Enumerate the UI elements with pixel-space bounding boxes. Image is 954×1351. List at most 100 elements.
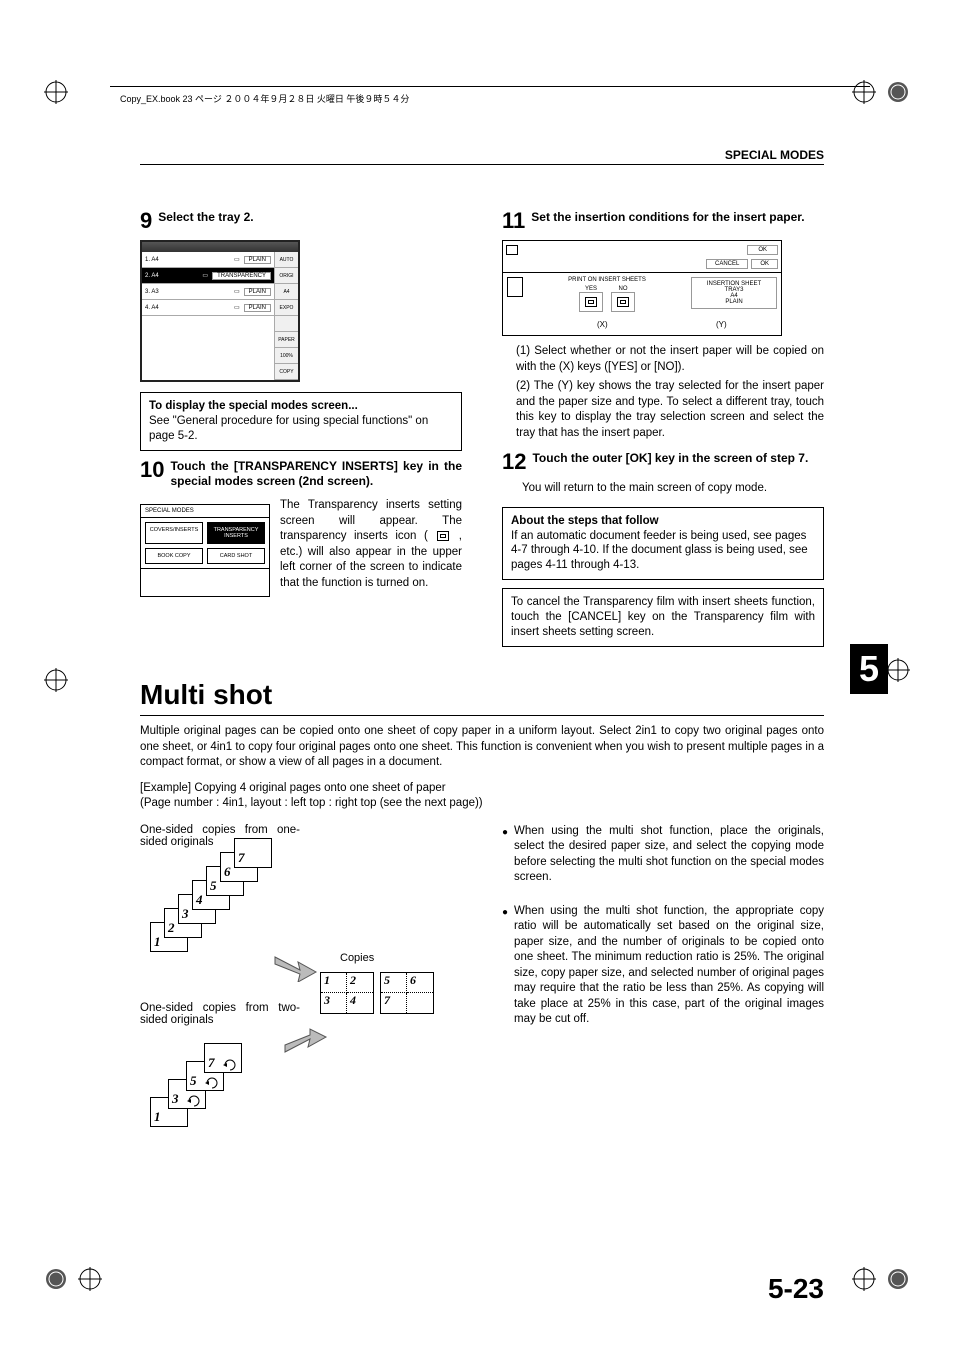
step-10: 10 Touch the [TRANSPARENCY INSERTS] key … [140,459,462,490]
sm-header: SPECIAL MODES [141,505,269,518]
special-mode-button[interactable]: TRANSPARENCY INSERTS [207,522,265,544]
inner-ok-button[interactable]: OK [751,259,778,269]
tray-row[interactable]: 4. A4▭PLAIN [142,300,274,316]
original-sheet: 7 [204,1043,242,1073]
tray-side-panel: AUTOORIGIA4EXPO PAPER100%COPY [274,252,298,380]
step-11-list-item: (2) The (Y) key shows the tray selected … [516,379,824,441]
output-quad-1: 1234 [320,972,374,1014]
special-modes-screen: SPECIAL MODES COVERS/INSERTSTRANSPARENCY… [140,504,270,597]
crop-mark-bl [44,1267,102,1291]
quad-cell: 3 [321,993,347,1013]
section-header: SPECIAL MODES [725,148,824,162]
quad-cell: 2 [347,973,373,993]
multishot-bullet: When using the multi shot function, plac… [502,824,824,886]
inserts-icon [437,531,449,541]
step-num-9: 9 [140,210,152,232]
step-text-9: Select the tray 2. [158,210,462,226]
tray-screen-titlebar [142,242,298,252]
crop-mark-tl [44,80,68,104]
special-mode-button[interactable]: BOOK COPY [145,548,203,564]
multishot-diagram: One-sided copies from one-sided original… [140,824,462,1172]
step-12: 12 Touch the outer [OK] key in the scree… [502,451,824,473]
sm-button-grid: COVERS/INSERTSTRANSPARENCY INSERTSBOOK C… [141,518,269,568]
multishot-example-1: [Example] Copying 4 original pages onto … [140,781,824,797]
arrow-icon [270,952,320,982]
crop-mark-ml [44,668,68,692]
crop-header-text: Copy_EX.book 23 ページ ２００４年９月２８日 火曜日 午後９時５… [120,92,409,105]
multishot-intro: Multiple original pages can be copied on… [140,724,824,771]
y-label: (Y) [682,320,761,329]
tray-list: 1. A4▭PLAIN2. A4▭TRANSPARENCY3. A3▭PLAIN… [142,252,274,380]
quad-cell: 6 [407,973,433,993]
copies-label: Copies [340,952,374,964]
print-on-insert-label: PRINT ON INSERT SHEETS [529,277,685,283]
special-mode-button[interactable]: COVERS/INSERTS [145,522,203,544]
output-quad-2: 567 [380,972,434,1014]
special-mode-button[interactable]: CARD SHOT [207,548,265,564]
right-column: 11 Set the insertion conditions for the … [502,210,824,655]
tray-side-button[interactable] [275,316,298,332]
multishot-underline [140,715,824,716]
page-number: 5-23 [768,1273,824,1305]
quad-cell: 5 [381,973,407,993]
quad-cell [407,993,433,1013]
tray-side-button[interactable]: COPY [275,364,298,380]
multishot-notes: When using the multi shot function, plac… [502,824,824,1172]
header-rule [110,86,870,87]
crop-mark-br [852,1267,910,1291]
note-steps-follow: About the steps that follow If an automa… [502,507,824,581]
x-label: (X) [523,320,682,329]
content-area: 9 Select the tray 2. 1. A4▭PLAIN2. A4▭TR… [140,210,824,1251]
multishot-heading: Multi shot [140,679,824,711]
insert-settings-screen: OK CANCEL OK PRINT ON INSERT SHEETS YES [502,240,782,336]
tray-side-button[interactable]: ORIGI [275,268,298,284]
insertion-sheet-button[interactable]: INSERTION SHEET TRAY3 A4 PLAIN [691,277,777,309]
step-text-11: Set the insertion conditions for the ins… [531,210,824,226]
tray-side-button[interactable]: A4 [275,284,298,300]
note-title: To display the special modes screen... [149,399,453,414]
cancel-button[interactable]: CANCEL [706,259,748,269]
tray-row[interactable]: 2. A4▭TRANSPARENCY [142,268,274,284]
original-sheet: 7 [234,838,272,868]
arrow-icon-2 [280,1027,330,1057]
step-12-body: You will return to the main screen of co… [502,481,824,497]
step-10-body: The Transparency inserts setting screen … [280,498,462,597]
step-text-12: Touch the outer [OK] key in the screen o… [532,451,824,467]
tray-row[interactable]: 3. A3▭PLAIN [142,284,274,300]
cancel-note: To cancel the Transparency film with ins… [502,588,824,647]
outer-ok-button[interactable]: OK [747,245,778,255]
yes-button[interactable] [579,292,603,312]
step-11-list-item: (1) Select whether or not the insert pap… [516,344,824,375]
tray-side-button[interactable]: PAPER [275,332,298,348]
left-column: 9 Select the tray 2. 1. A4▭PLAIN2. A4▭TR… [140,210,462,655]
crop-mark-tr [852,80,910,104]
step-num-12: 12 [502,451,526,473]
section-underline [140,164,824,165]
step-num-11: 11 [502,210,525,232]
tray-side-button[interactable]: 100% [275,348,298,364]
step-11-list: (1) Select whether or not the insert pap… [502,344,824,441]
insert-preview-icon [507,277,523,297]
note2-body: If an automatic document feeder is being… [511,529,815,574]
no-button[interactable] [611,292,635,312]
transparency-icon [506,245,518,255]
tray-side-button[interactable]: EXPO [275,300,298,316]
step-num-10: 10 [140,459,164,481]
tray-selection-screen: 1. A4▭PLAIN2. A4▭TRANSPARENCY3. A3▭PLAIN… [140,240,300,382]
note-body: See "General procedure for using special… [149,414,453,444]
quad-cell: 4 [347,993,373,1013]
step-text-10: Touch the [TRANSPARENCY INSERTS] key in … [170,459,462,490]
sm-screen-footer [141,568,269,576]
diagram-label-1: One-sided copies from one-sided original… [140,824,300,848]
diagram-label-2: One-sided copies from two-sided original… [140,1002,300,1026]
tray-side-button[interactable]: AUTO [275,252,298,268]
crop-mark-mr [886,658,910,682]
multishot-bullet: When using the multi shot function, the … [502,904,824,1028]
quad-cell: 7 [381,993,407,1013]
multishot-example-2: (Page number : 4in1, layout : left top :… [140,796,824,812]
note2-title: About the steps that follow [511,514,815,529]
quad-cell: 1 [321,973,347,993]
tray-row[interactable]: 1. A4▭PLAIN [142,252,274,268]
step-9: 9 Select the tray 2. [140,210,462,232]
ins-right-type: PLAIN [695,299,773,305]
